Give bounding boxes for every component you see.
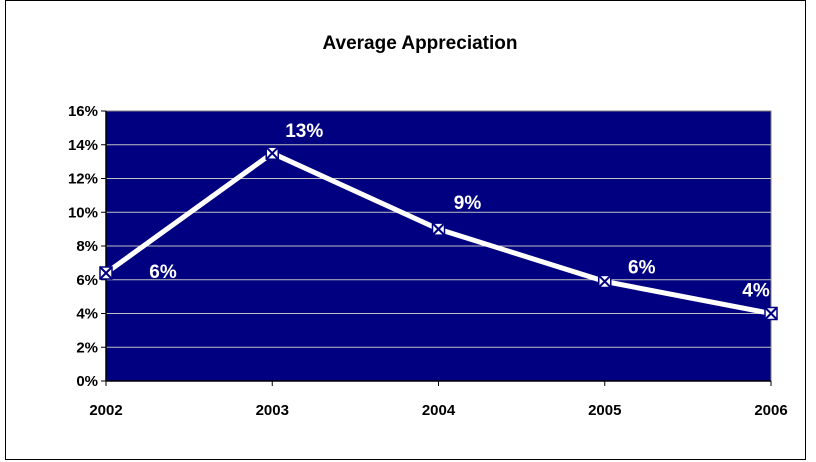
y-tick-label: 2% <box>76 339 98 356</box>
x-tick-label: 2003 <box>256 402 289 419</box>
y-tick-label: 6% <box>76 272 98 289</box>
data-point-marker <box>265 146 279 160</box>
chart-title: Average Appreciation <box>323 33 518 54</box>
y-tick-label: 8% <box>76 238 98 255</box>
series <box>99 146 778 321</box>
y-tick-label: 4% <box>76 306 98 323</box>
y-tick-label: 14% <box>68 137 98 154</box>
data-label: 4% <box>742 281 770 302</box>
data-label: 9% <box>454 193 482 214</box>
data-point-marker <box>431 222 446 236</box>
y-tick-label: 0% <box>76 373 98 390</box>
data-labels: 6% 13% 9% 6% 4% <box>149 121 770 301</box>
x-tick-label: 2005 <box>588 402 621 419</box>
y-tick-label: 10% <box>68 204 98 221</box>
y-axis: 0% 2% 4% 6% 8% 10% 12% 14% 16% <box>68 103 107 390</box>
gridlines <box>106 144 771 348</box>
data-point-marker <box>99 266 113 280</box>
x-axis: 2002 2003 2004 2005 2006 <box>89 380 788 419</box>
x-tick-label: 2002 <box>89 402 122 419</box>
x-tick-label: 2004 <box>422 402 456 419</box>
y-tick-label: 12% <box>68 171 98 188</box>
x-tick-label: 2006 <box>754 402 787 419</box>
data-point-marker <box>764 306 778 321</box>
y-tick-label: 16% <box>68 103 98 120</box>
data-label: 13% <box>285 121 323 142</box>
data-label: 6% <box>149 262 177 283</box>
data-point-marker <box>598 274 612 289</box>
data-label: 6% <box>628 257 656 278</box>
